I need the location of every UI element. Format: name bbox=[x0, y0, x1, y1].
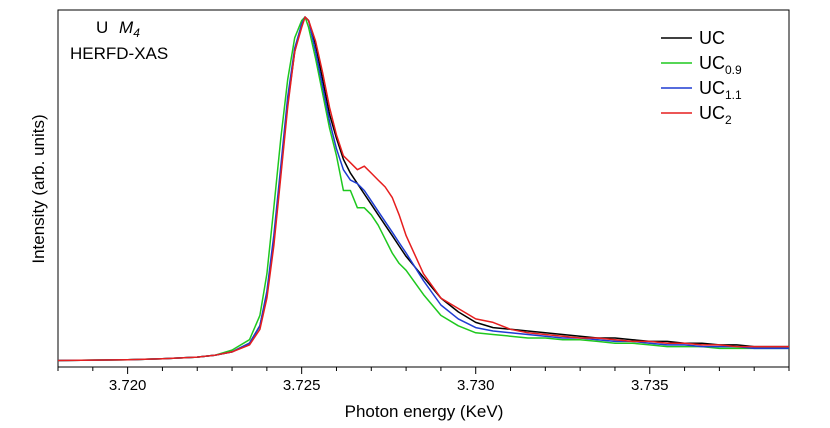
legend-label: UC bbox=[699, 28, 725, 48]
legend-label-base: UC bbox=[699, 78, 725, 98]
y-axis-title: Intensity (arb. units) bbox=[29, 114, 48, 263]
x-tick-label: 3.735 bbox=[631, 377, 669, 394]
series-line-uc bbox=[57, 16, 789, 362]
legend-label: UC0.9 bbox=[699, 53, 742, 77]
series-line-uc1-1 bbox=[57, 16, 789, 362]
edge-annotation: U M4 bbox=[96, 18, 140, 40]
legend-label-subscript: 0.9 bbox=[725, 63, 742, 77]
legend-label-subscript: 1.1 bbox=[725, 88, 742, 102]
legend-label-base: UC bbox=[699, 103, 725, 123]
legend-label: UC1.1 bbox=[699, 78, 742, 102]
x-tick-label: 3.720 bbox=[109, 377, 147, 394]
legend-label-subscript: 2 bbox=[725, 113, 732, 127]
legend-label: UC2 bbox=[699, 103, 732, 127]
edge-label: M bbox=[119, 18, 134, 37]
series-line-uc2 bbox=[57, 16, 789, 362]
x-tick-label: 3.730 bbox=[457, 377, 495, 394]
x-tick-label: 3.725 bbox=[283, 377, 321, 394]
edge-element: U bbox=[96, 18, 108, 37]
legend-label-base: UC bbox=[699, 28, 725, 48]
x-axis-title: Photon energy (KeV) bbox=[345, 402, 504, 421]
legend-label-base: UC bbox=[699, 53, 725, 73]
series-layer bbox=[57, 16, 789, 362]
edge-label-subscript: 4 bbox=[133, 26, 140, 40]
x-axis-ticks: 3.720 3.725 3.730 3.735 bbox=[57, 367, 790, 394]
series-line-uc0-9 bbox=[57, 16, 789, 362]
plot-frame bbox=[57, 9, 790, 368]
technique-annotation: HERFD-XAS bbox=[70, 44, 168, 63]
